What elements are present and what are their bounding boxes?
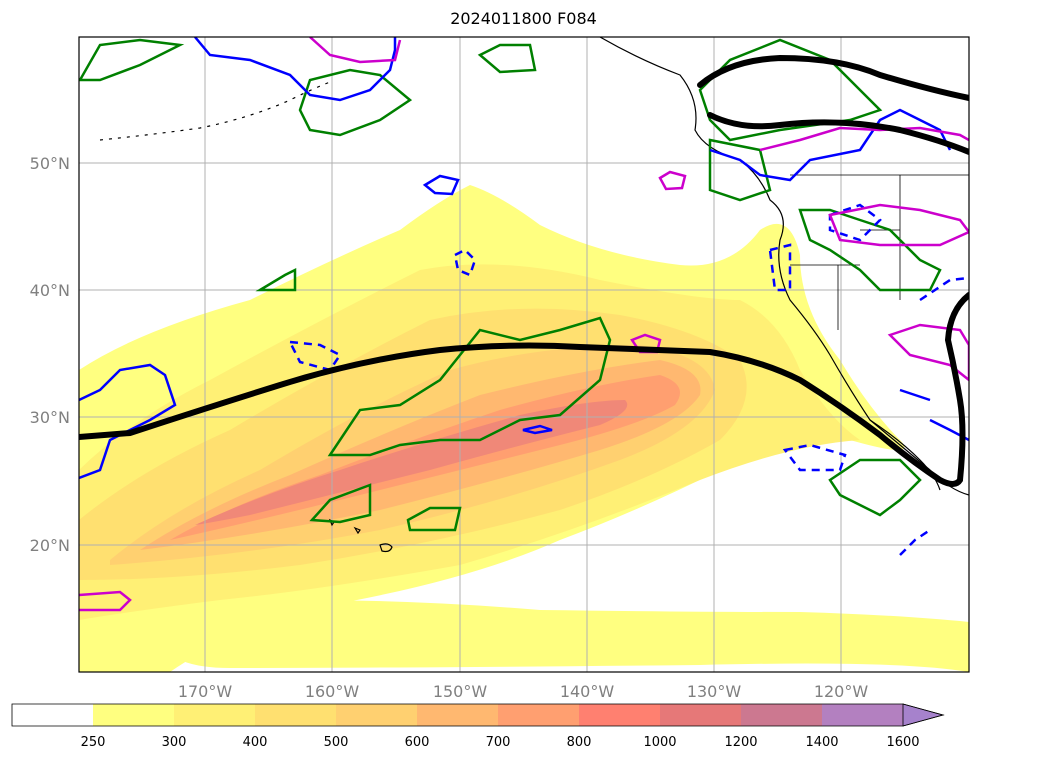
jet-axis-main	[79, 292, 969, 487]
colorbar-segment	[579, 704, 660, 726]
green-contour-se	[828, 458, 922, 517]
lat-label-20n: 20°N	[30, 536, 70, 555]
lon-label-160w: 160°W	[305, 682, 360, 701]
green-contours	[79, 38, 942, 532]
map-grid	[79, 37, 969, 672]
blue-contour-dashed	[287, 203, 969, 556]
colorbar-tick-label: 250	[81, 735, 106, 750]
lon-label-140w: 140°W	[560, 682, 615, 701]
colorbar-tick-label: 800	[567, 735, 592, 750]
lat-label-30n: 30°N	[30, 408, 70, 427]
colorbar: 250 300 400 500 600 700 800 1000 1200 1400 1600	[11, 703, 945, 750]
colorbar-tick-label: 1400	[805, 735, 838, 750]
jet-axis-north	[697, 54, 969, 155]
colorbar-tick-label: 1200	[724, 735, 757, 750]
green-contour-central	[327, 316, 612, 457]
colorbar-tick-label: 400	[243, 735, 268, 750]
colorbar-tick-label: 1000	[643, 735, 676, 750]
colorbar-segment	[822, 704, 903, 726]
map-title: 2024011800 F084	[450, 9, 597, 28]
lon-label-120w: 120°W	[814, 682, 869, 701]
blue-contours	[79, 37, 969, 556]
colorbar-segment	[93, 704, 174, 726]
colorbar-segment	[498, 704, 579, 726]
colorbar-tick-label: 700	[486, 735, 511, 750]
lat-label-40n: 40°N	[30, 281, 70, 300]
lon-label-170w: 170°W	[178, 682, 233, 701]
map-frame	[78, 36, 970, 673]
colorbar-tick-label: 600	[405, 735, 430, 750]
colorbar-segment	[255, 704, 336, 726]
blue-contour-west	[79, 363, 177, 480]
colorbar-tick-label: 500	[324, 735, 349, 750]
colorbar-segment	[174, 704, 255, 726]
colorbar-segment	[417, 704, 498, 726]
green-contour-south	[309, 483, 462, 532]
map-area	[79, 37, 969, 672]
lon-label-150w: 150°W	[433, 682, 488, 701]
ivt-shading	[79, 185, 969, 672]
colorbar-segment	[660, 704, 741, 726]
longitude-labels: 170°W 160°W 150°W 140°W 130°W 120°W	[178, 682, 869, 701]
ivt-800-band	[195, 400, 628, 525]
colorbar-outline	[11, 703, 945, 727]
blue-contour-ne	[709, 108, 952, 182]
green-contour-small	[79, 38, 537, 292]
jet-axis	[79, 54, 969, 487]
magenta-contour-ne	[759, 126, 969, 247]
colorbar-segment	[741, 704, 822, 726]
colorbar-tick-label: 300	[162, 735, 187, 750]
colorbar-segment	[336, 704, 417, 726]
green-contour-east	[798, 208, 942, 292]
green-contour-north	[298, 68, 413, 137]
magenta-contour-north	[309, 37, 402, 64]
north-america-coast	[599, 37, 969, 496]
magenta-contour-east	[887, 323, 969, 382]
blue-contour-small	[422, 174, 553, 435]
magenta-contours	[79, 37, 969, 612]
lon-label-130w: 130°W	[687, 682, 742, 701]
lat-label-50n: 50°N	[30, 154, 70, 173]
aleutian-islands	[99, 81, 331, 141]
magenta-contour-west	[79, 590, 132, 612]
colorbar-extend-arrow	[902, 703, 945, 727]
colorbar-segment	[12, 704, 93, 726]
colorbar-tick-label: 1600	[886, 735, 919, 750]
green-contour-ne	[698, 38, 883, 202]
latitude-labels: 50°N 40°N 30°N 20°N	[30, 154, 70, 555]
state-borders	[790, 174, 969, 330]
